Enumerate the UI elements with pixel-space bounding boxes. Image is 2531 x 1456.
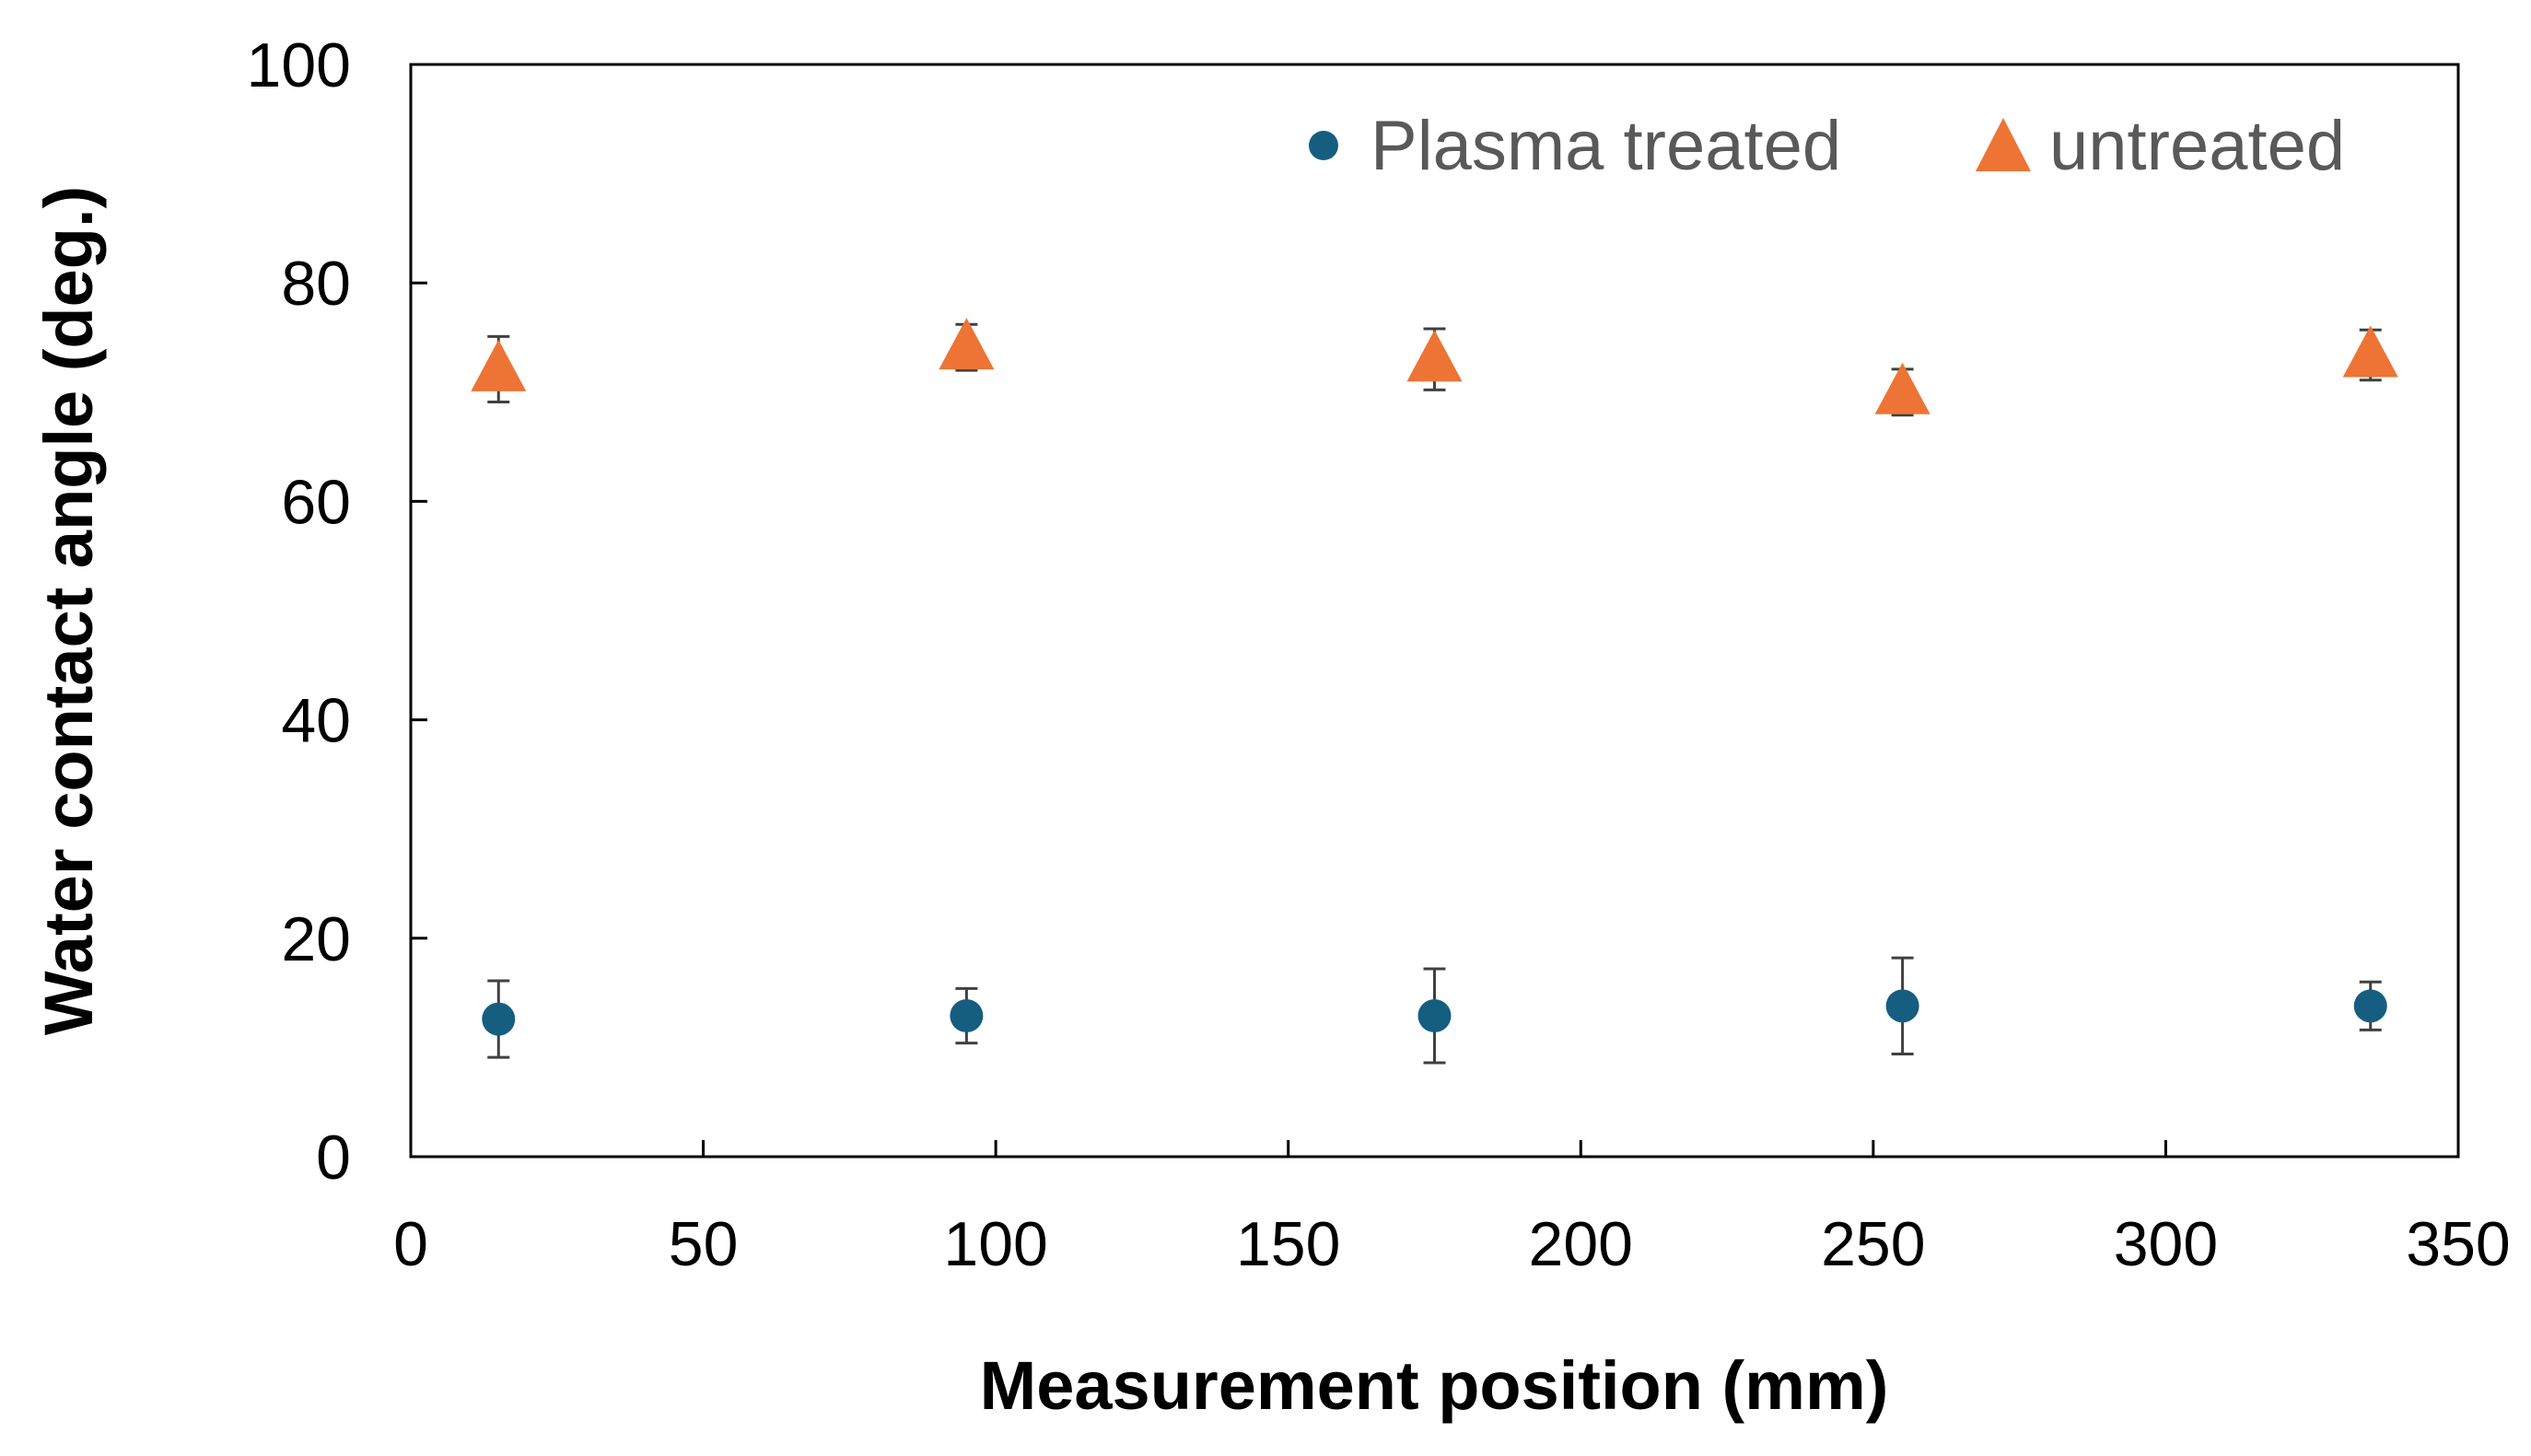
x-tick-label: 250 [1821, 1209, 1925, 1279]
legend-marker-untreated [1976, 118, 2031, 171]
data-point-untreated [939, 318, 995, 370]
x-tick-label: 300 [2114, 1209, 2218, 1279]
x-tick-label: 0 [393, 1209, 428, 1279]
data-point-plasma-treated [2353, 989, 2387, 1023]
y-tick-label: 100 [247, 30, 351, 100]
x-tick-label: 150 [1236, 1209, 1340, 1279]
data-point-untreated [471, 339, 527, 391]
x-tick-label: 200 [1529, 1209, 1633, 1279]
y-tick-label: 60 [281, 467, 351, 537]
y-tick-label: 0 [316, 1123, 351, 1193]
legend-label-plasma-treated: Plasma treated [1370, 107, 1841, 185]
x-tick-label: 350 [2406, 1209, 2510, 1279]
data-point-untreated [1406, 330, 1463, 382]
x-axis-title: Measurement position (mm) [980, 1347, 1889, 1424]
y-tick-label: 40 [281, 686, 351, 756]
data-point-untreated [1874, 362, 1930, 414]
data-point-plasma-treated [1885, 989, 1919, 1023]
data-point-untreated [2342, 325, 2398, 378]
x-tick-label: 100 [943, 1209, 1047, 1279]
data-point-plasma-treated [950, 999, 984, 1033]
y-tick-label: 80 [281, 249, 351, 319]
data-point-plasma-treated [1417, 999, 1452, 1033]
legend: Plasma treated untreated [1309, 107, 2345, 185]
y-tick-label: 20 [281, 904, 351, 974]
legend-label-untreated: untreated [2049, 107, 2345, 185]
x-tick-label: 50 [669, 1209, 739, 1279]
legend-marker-plasma-treated [1309, 131, 1338, 160]
data-point-plasma-treated [482, 1002, 516, 1036]
y-axis-title: Water contact angle (deg.) [30, 186, 107, 1035]
